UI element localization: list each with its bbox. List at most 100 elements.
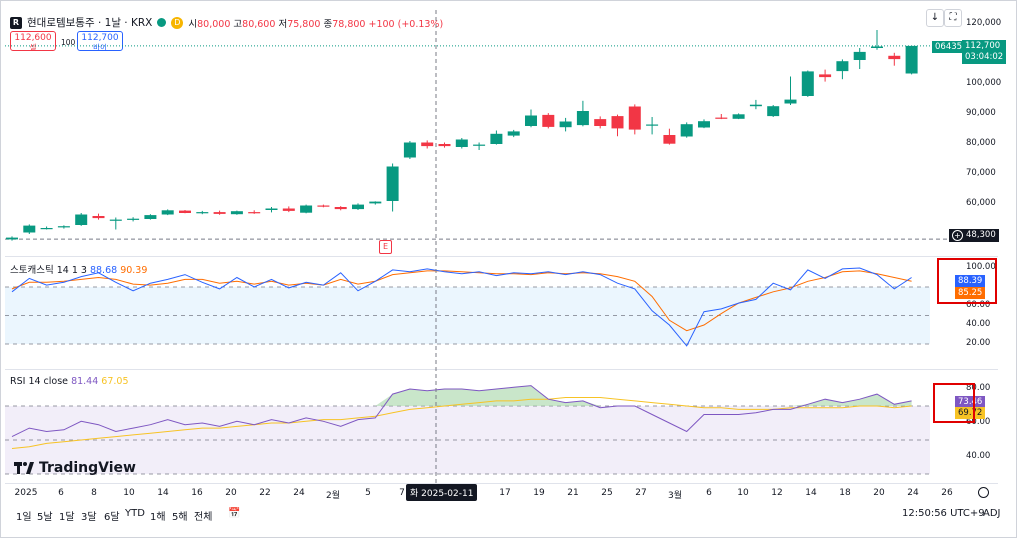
candle-body xyxy=(594,119,607,126)
range-button-7[interactable]: 1해 xyxy=(150,512,166,523)
buy-button[interactable]: 112,700 바이 xyxy=(77,31,123,52)
candle-body xyxy=(230,211,243,215)
candle-body xyxy=(265,208,278,210)
candle-body xyxy=(300,205,313,213)
rsi-ma-value: 67.05 xyxy=(101,376,129,387)
range-button-9[interactable]: 전체 xyxy=(194,512,213,523)
sell-button[interactable]: 112,600 셀 xyxy=(10,31,56,52)
candle-body xyxy=(767,106,780,117)
range-button-6[interactable]: YTD xyxy=(125,508,145,519)
adj-toggle[interactable]: ADJ xyxy=(983,508,1001,519)
time-tick-label: 20 xyxy=(873,488,885,498)
candle-body xyxy=(23,225,36,233)
stoch-k-value: 88.68 xyxy=(89,265,118,276)
tradingview-logo-icon xyxy=(14,462,34,474)
candle-body xyxy=(75,214,88,225)
time-tick-label: 12 xyxy=(771,488,783,498)
symbol-title[interactable]: 현대로템보통주 · 1날 · KRX xyxy=(27,17,153,29)
crosshair-price-pill: + 48,300 xyxy=(949,229,999,242)
range-button-2[interactable]: 5날 xyxy=(37,512,53,523)
time-tick-label: 7 xyxy=(399,488,405,498)
buy-price: 112,700 xyxy=(81,33,119,43)
symbol-legend[interactable]: R 현대로템보통주 · 1날 · KRX D 시80,000 고80,600 저… xyxy=(10,15,443,30)
candle-body xyxy=(784,99,797,104)
stoch-d-badge: 85.25 xyxy=(955,287,986,299)
candle-body xyxy=(749,104,762,107)
download-icon: ↓ xyxy=(930,12,940,23)
candle-body xyxy=(6,237,18,240)
change-value: +100 (+0.13%) xyxy=(368,18,444,30)
ohlc-readout: 시80,000 고80,600 저75,800 종78,800 +100 (+0… xyxy=(188,16,443,30)
time-tick-label: 6 xyxy=(58,488,64,498)
time-tick-label: 2월 xyxy=(325,491,341,501)
time-tick-label: 25 xyxy=(601,488,613,498)
fullscreen-button[interactable]: ⛶ xyxy=(944,9,962,27)
candle-body xyxy=(248,212,261,214)
candlestick-series xyxy=(6,30,918,241)
time-tick-label: 17 xyxy=(499,488,511,498)
crosshair-date: 화 2025-02-11 xyxy=(406,484,478,501)
candle-body xyxy=(871,46,883,48)
candle-body xyxy=(905,45,918,74)
tradingview-logo-text: TradingView xyxy=(39,460,136,476)
candle-body xyxy=(680,124,693,137)
rsi-badge: 73.46 xyxy=(955,396,986,408)
last-price-pill: 112,700 03:04:02 xyxy=(962,40,1007,64)
range-button-3[interactable]: 1달 xyxy=(59,512,75,523)
candle-body xyxy=(403,142,416,158)
rsi-pane-separator[interactable] xyxy=(5,483,998,484)
range-button-8[interactable]: 5해 xyxy=(172,512,188,523)
time-tick-label: 24 xyxy=(907,488,919,498)
time-tick-label: 21 xyxy=(567,488,579,498)
earnings-event-icon[interactable]: E xyxy=(379,240,392,254)
candle-body xyxy=(836,61,849,72)
date-range-button[interactable]: 📅 xyxy=(228,508,240,519)
stoch-highlight-box xyxy=(937,258,997,304)
stoch-pane-separator[interactable] xyxy=(5,369,998,370)
crosshair-price: 48,300 xyxy=(966,230,996,240)
candle-body xyxy=(369,201,382,204)
close-value: 78,800 xyxy=(332,18,366,30)
candle-body xyxy=(507,131,520,136)
bottom-toolbar: 1일 5날 1달 3달 6달 YTD 1해 5해 전체 📅 12:50:56 UTC+9 ADJ xyxy=(0,504,1017,526)
download-button[interactable]: ↓ xyxy=(926,9,944,27)
range-button-5[interactable]: 6달 xyxy=(104,512,120,523)
time-tick-label: 14 xyxy=(805,488,817,498)
rsi-title: RSI 14 close xyxy=(10,376,69,387)
rsi-tick-label: 60.00 xyxy=(966,417,991,427)
time-axis[interactable]: 2025681014162022242월571317192125273월6101… xyxy=(0,486,1000,501)
rsi-series xyxy=(11,385,912,449)
symbol-id-pill: 064350 xyxy=(932,41,971,53)
candle-body xyxy=(559,121,572,128)
clock-display[interactable]: 12:50:56 UTC+9 xyxy=(902,508,985,519)
tradingview-logo[interactable]: TradingView xyxy=(14,460,136,476)
calendar-icon: 📅 xyxy=(228,508,241,519)
rsi-legend[interactable]: RSI 14 close 81.44 67.05 xyxy=(10,376,129,387)
high-value: 80,600 xyxy=(242,18,276,30)
price-tick-label: 90,000 xyxy=(966,108,996,118)
stoch-d-value: 90.39 xyxy=(120,265,148,276)
time-tick-label: 18 xyxy=(839,488,851,498)
rsi-value: 81.44 xyxy=(71,376,99,387)
symbol-badge: R xyxy=(10,16,22,29)
candle-body xyxy=(853,51,866,60)
candle-body xyxy=(334,207,347,210)
range-button-1[interactable]: 1일 xyxy=(16,512,32,523)
candle-body xyxy=(888,55,901,60)
candle-body xyxy=(317,205,330,207)
candle-body xyxy=(646,124,659,126)
time-tick-label: 8 xyxy=(91,488,97,498)
stochastic-series xyxy=(11,267,912,347)
stoch-d-line xyxy=(11,270,912,332)
candle-body xyxy=(161,210,174,215)
add-alert-icon[interactable]: + xyxy=(952,230,963,241)
range-button-4[interactable]: 3달 xyxy=(81,512,97,523)
price-pane-separator[interactable] xyxy=(5,256,998,257)
settings-icon[interactable] xyxy=(978,487,989,498)
time-tick-label: 2025 xyxy=(14,488,38,498)
sell-label: 셀 xyxy=(29,43,37,52)
stoch-legend[interactable]: 스토캐스틱 14 1 3 88.68 90.39 xyxy=(10,262,147,276)
dividend-badge[interactable]: D xyxy=(171,16,184,29)
candle-body xyxy=(282,208,295,211)
